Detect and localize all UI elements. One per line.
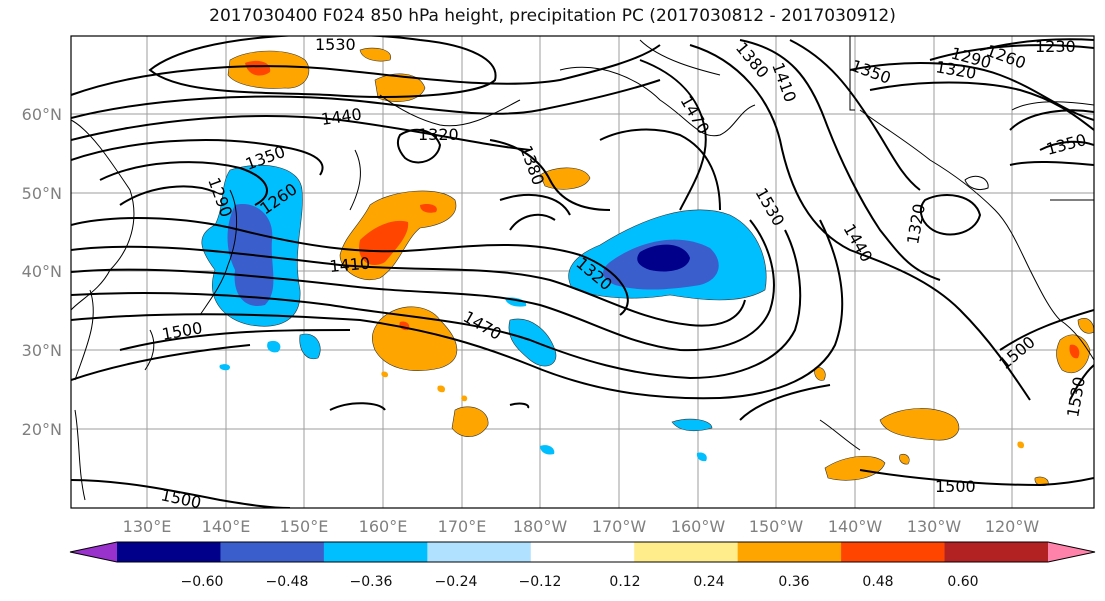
lat-label: 50°N <box>22 184 62 203</box>
colorbar-tick-label: −0.36 <box>350 574 393 590</box>
colorbar-tick-label: 0.12 <box>609 574 640 590</box>
colorbar-segment <box>634 542 739 562</box>
lat-label: 40°N <box>22 262 62 281</box>
contour-label: 1530 <box>315 35 356 54</box>
lon-label: 170°W <box>592 517 647 536</box>
colorbar-outline <box>69 541 1096 563</box>
coastlines <box>71 36 1094 501</box>
lon-label: 120°W <box>985 517 1040 536</box>
contour-label: 1230 <box>1035 37 1076 56</box>
contour-label: 1320 <box>418 125 459 144</box>
colorbar-tick-label: −0.24 <box>435 574 478 590</box>
lon-label: 160°W <box>671 517 726 536</box>
map-frame <box>70 35 1095 509</box>
lon-label: 130°E <box>123 517 172 536</box>
lat-label: 60°N <box>22 105 62 124</box>
contour-label: 1500 <box>935 477 976 496</box>
colorbar-segment <box>530 542 635 562</box>
colorbar-segment <box>117 542 221 562</box>
lon-label: 180°W <box>513 517 568 536</box>
colorbar-tick-label: −0.48 <box>266 574 309 590</box>
height-contours <box>71 36 1094 508</box>
lon-label: 130°W <box>907 517 962 536</box>
latitude-labels: 60°N 50°N 40°N 30°N 20°N <box>22 105 62 439</box>
colorbar <box>69 541 1096 563</box>
colorbar-segment <box>737 542 842 562</box>
colorbar-segment <box>323 542 428 562</box>
colorbar-tick-label: −0.12 <box>519 574 562 590</box>
colorbar-segment <box>944 542 1049 562</box>
precip-positive-shading <box>227 47 1094 486</box>
colorbar-tick-label: 0.36 <box>778 574 809 590</box>
lat-label: 20°N <box>22 420 62 439</box>
colorbar-tick-label: 0.60 <box>947 574 978 590</box>
colorbar-segment <box>427 542 532 562</box>
colorbar-tick-label: 0.24 <box>693 574 724 590</box>
longitude-labels: 130°E 140°E 150°E 160°E 170°E 180°W 170°… <box>123 517 1040 536</box>
colorbar-tick-labels: −0.60 −0.48 −0.36 −0.24 −0.12 0.12 0.24 … <box>181 574 979 590</box>
map-title: 2017030400 F024 850 hPa height, precipit… <box>209 6 896 26</box>
lon-label: 160°E <box>359 517 408 536</box>
colorbar-segment <box>841 542 946 562</box>
lat-label: 30°N <box>22 341 62 360</box>
lon-label: 150°W <box>749 517 804 536</box>
colorbar-tick-label: −0.60 <box>181 574 224 590</box>
colorbar-tick-label: 0.48 <box>862 574 893 590</box>
lon-label: 140°W <box>828 517 883 536</box>
lon-label: 170°E <box>438 517 487 536</box>
lon-label: 150°E <box>280 517 329 536</box>
lon-label: 140°E <box>202 517 251 536</box>
colorbar-extend-min <box>70 542 117 562</box>
colorbar-extend-max <box>1048 542 1095 562</box>
colorbar-segment <box>220 542 325 562</box>
contour-label: 1410 <box>329 254 371 276</box>
contour-label: 1500 <box>159 485 203 512</box>
